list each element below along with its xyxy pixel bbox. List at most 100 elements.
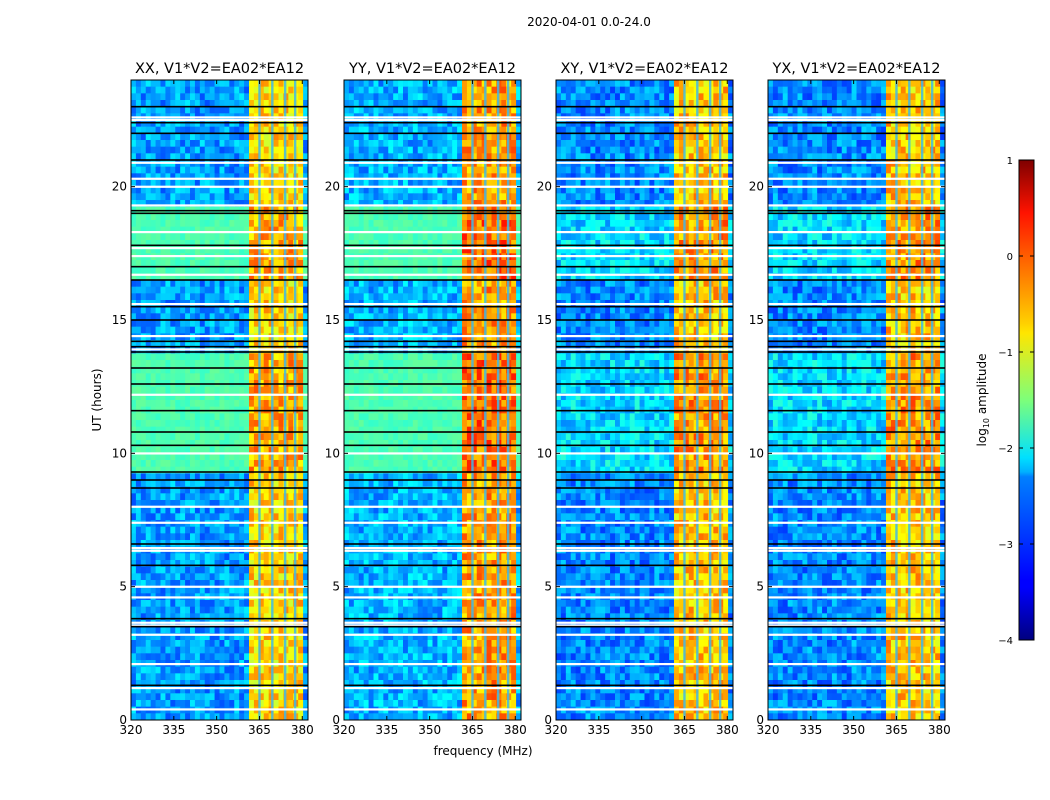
spectrum-cell xyxy=(140,600,147,608)
spectrum-cell xyxy=(224,286,230,294)
spectrum-cell xyxy=(273,446,280,454)
spectrum-cell xyxy=(194,553,201,561)
spectrum-cell xyxy=(303,293,308,301)
spectrum-cell xyxy=(373,100,380,108)
spectrum-cell xyxy=(344,280,350,288)
spectrum-cell xyxy=(194,266,201,274)
spectrum-cell xyxy=(145,533,152,541)
spectrum-cell xyxy=(229,473,235,481)
spectrum-cell xyxy=(199,653,206,661)
spectrum-cell xyxy=(303,266,308,274)
spectrum-cell xyxy=(378,260,384,268)
spectrum-cell xyxy=(194,240,201,248)
spectrum-cell xyxy=(407,186,414,194)
spectrum-cell xyxy=(427,166,434,174)
spectrum-cell xyxy=(145,513,152,521)
spectrum-cell xyxy=(214,120,221,128)
spectrum-cell xyxy=(452,140,458,148)
spectrum-cell xyxy=(209,460,216,468)
spectrum-cell xyxy=(457,220,463,228)
spectrum-cell xyxy=(249,606,255,614)
spectrum-cell xyxy=(263,560,270,568)
spectrum-cell xyxy=(457,93,463,101)
spectrum-cell xyxy=(155,446,162,454)
spectrum-cell xyxy=(417,166,424,174)
spectrum-cell xyxy=(131,480,137,488)
spectrum-cell xyxy=(239,293,245,301)
spectrum-cell xyxy=(209,586,216,594)
spectrum-cell xyxy=(288,400,294,408)
spectrum-cell xyxy=(135,266,142,274)
spectrum-cell xyxy=(486,93,493,101)
spectrum-cell xyxy=(180,100,186,108)
spectrum-cell xyxy=(244,633,250,641)
spectrum-cell xyxy=(190,180,196,188)
spectrum-cell xyxy=(214,133,221,141)
spectrum-cell xyxy=(140,220,147,228)
spectrum-cell xyxy=(150,626,157,634)
spectrum-cell xyxy=(486,273,493,281)
spectrum-cell xyxy=(204,126,211,134)
spectrum-cell xyxy=(486,246,493,254)
spectrum-cell xyxy=(244,666,250,674)
spectrum-cell xyxy=(204,213,211,221)
spectrum-cell xyxy=(190,226,196,234)
spectrum-cell xyxy=(383,326,389,334)
spectrum-cell xyxy=(253,366,260,374)
spectrum-cell xyxy=(234,366,240,374)
spectrum-cell xyxy=(466,93,473,101)
spectrum-cell xyxy=(204,693,211,701)
spectrum-cell xyxy=(135,533,142,541)
spectrum-cell xyxy=(224,480,230,488)
spectrum-cell xyxy=(253,440,260,448)
spectrum-cell xyxy=(303,93,308,101)
spectrum-cell xyxy=(447,280,453,288)
spectrum-cell xyxy=(209,713,216,720)
spectrum-cell xyxy=(273,340,280,348)
spectrum-cell xyxy=(417,120,424,128)
spectrum-cell xyxy=(229,360,235,368)
spectrum-cell xyxy=(353,93,360,101)
spectrum-cell xyxy=(249,393,255,401)
spectrum-cell xyxy=(486,140,493,148)
spectrum-cell xyxy=(244,360,250,368)
spectrum-cell xyxy=(155,273,162,281)
spectrum-cell xyxy=(160,186,167,194)
spectrum-cell xyxy=(422,186,429,194)
spectrum-cell xyxy=(358,320,365,328)
spectrum-cell xyxy=(199,313,206,321)
spectrum-cell xyxy=(298,320,304,328)
spectrum-cell xyxy=(165,93,171,101)
spectrum-cell xyxy=(209,633,216,641)
spectrum-cell xyxy=(486,260,493,268)
spectrum-cell xyxy=(288,393,294,401)
spectrum-cell xyxy=(209,140,216,148)
spectrum-cell xyxy=(398,200,404,208)
spectrum-cell xyxy=(432,240,439,248)
spectrum-cell xyxy=(219,673,226,681)
spectrum-cell xyxy=(155,466,162,474)
spectrum-cell xyxy=(388,153,394,161)
spectrum-cell xyxy=(204,240,211,248)
spectrum-cell xyxy=(209,440,216,448)
spectrum-cell xyxy=(244,186,250,194)
spectrum-cell xyxy=(234,653,240,661)
spectrum-cell xyxy=(145,446,152,454)
spectrum-cell xyxy=(199,193,206,201)
spectrum-cell xyxy=(253,653,260,661)
spectrum-cell xyxy=(165,686,171,694)
spectrum-cell xyxy=(427,200,434,208)
spectrum-cell xyxy=(194,140,201,148)
spectrum-cell xyxy=(131,500,137,508)
spectrum-cell xyxy=(135,340,142,348)
spectrum-cell xyxy=(476,180,483,188)
spectrum-cell xyxy=(258,400,265,408)
spectrum-cell xyxy=(378,240,384,248)
spectrum-cell xyxy=(249,293,255,301)
spectrum-cell xyxy=(214,293,221,301)
spectrum-cell xyxy=(263,633,270,641)
spectrum-cell xyxy=(288,480,294,488)
spectrum-cell xyxy=(511,93,517,101)
spectrum-cell xyxy=(135,586,142,594)
spectrum-cell xyxy=(398,260,404,268)
